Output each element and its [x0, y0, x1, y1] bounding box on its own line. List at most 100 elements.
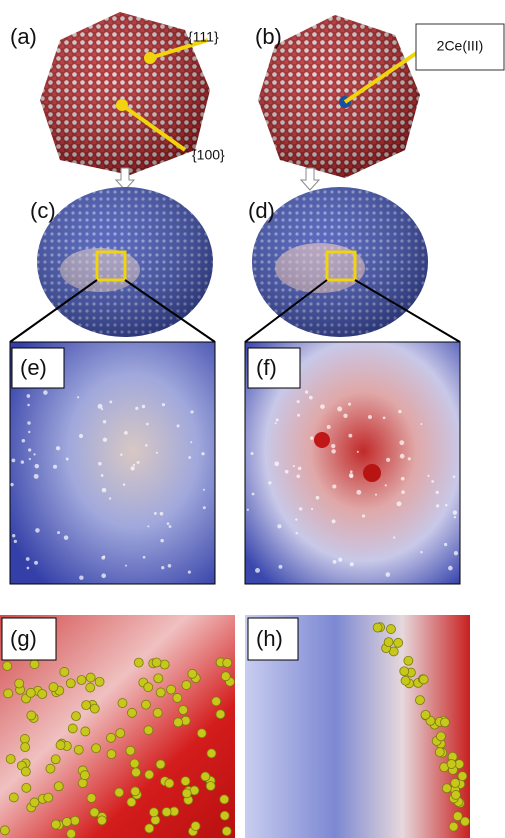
- texture-dot: [56, 446, 60, 450]
- texture-dot: [201, 772, 210, 781]
- texture-dot: [206, 782, 215, 791]
- texture-dot: [10, 483, 13, 486]
- texture-dot: [21, 460, 24, 463]
- texture-dot: [251, 452, 254, 455]
- texture-dot: [77, 676, 86, 685]
- texture-dot: [190, 441, 192, 443]
- texture-dot: [77, 396, 79, 398]
- texture-dot: [160, 660, 169, 669]
- texture-dot: [131, 787, 140, 796]
- texture-dot: [68, 724, 77, 733]
- texture-dot: [27, 711, 36, 720]
- texture-dot: [337, 407, 342, 412]
- panel-label: (d): [248, 198, 275, 223]
- texture-dot: [126, 746, 135, 755]
- texture-dot: [449, 822, 458, 831]
- texture-dot: [400, 454, 405, 459]
- texture-dot: [333, 560, 337, 564]
- texture-dot: [279, 565, 283, 569]
- texture-dot: [223, 658, 232, 667]
- texture-dot: [188, 456, 191, 459]
- texture-dot: [132, 768, 141, 777]
- texture-dot: [182, 681, 191, 690]
- texture-dot: [167, 685, 176, 694]
- texture-dot: [394, 638, 403, 647]
- texture-dot: [436, 504, 439, 507]
- texture-dot: [143, 556, 146, 559]
- texture-dot: [316, 496, 320, 500]
- texture-dot: [165, 779, 174, 788]
- texture-dot: [154, 674, 163, 683]
- texture-dot: [385, 484, 387, 486]
- texture-dot: [26, 688, 35, 697]
- texture-dot: [35, 528, 40, 533]
- texture-dot: [220, 811, 229, 820]
- texture-dot: [348, 434, 352, 438]
- texture-dot: [149, 808, 158, 817]
- texture-dot: [331, 444, 335, 448]
- texture-dot: [436, 491, 439, 494]
- texture-dot: [293, 465, 295, 467]
- texture-dot: [435, 748, 444, 757]
- texture-dot: [147, 525, 149, 527]
- texture-dot: [454, 551, 458, 555]
- texture-dot: [203, 506, 206, 509]
- texture-dot: [401, 490, 405, 494]
- texture-dot: [188, 571, 191, 574]
- texture-dot: [107, 750, 116, 759]
- texture-dot: [62, 818, 71, 827]
- texture-dot: [9, 793, 18, 802]
- texture-dot: [145, 444, 148, 447]
- texture-dot: [299, 507, 302, 510]
- texture-dot: [60, 667, 69, 676]
- texture-dot: [43, 390, 48, 395]
- texture-dot: [49, 683, 58, 692]
- texture-dot: [451, 790, 460, 799]
- texture-dot: [167, 522, 170, 525]
- texture-dot: [386, 572, 391, 577]
- texture-dot: [98, 462, 102, 466]
- texture-dot: [26, 557, 30, 561]
- texture-dot: [156, 760, 165, 769]
- texture-dot: [420, 423, 422, 425]
- texture-dot: [146, 423, 149, 426]
- texture-dot: [102, 488, 107, 493]
- marker: [116, 99, 128, 111]
- panel-label: (b): [255, 24, 282, 49]
- texture-dot: [103, 438, 107, 442]
- texture-dot: [128, 708, 137, 717]
- texture-dot: [98, 404, 103, 409]
- texture-dot: [145, 824, 154, 833]
- texture-dot: [3, 662, 12, 671]
- texture-dot: [314, 432, 330, 448]
- texture-dot: [431, 480, 434, 483]
- texture-dot: [350, 470, 353, 473]
- texture-dot: [373, 623, 382, 632]
- texture-dot: [14, 540, 17, 543]
- texture-dot: [21, 767, 30, 776]
- texture-dot: [453, 510, 457, 514]
- texture-dot: [28, 448, 31, 451]
- texture-dot: [27, 567, 30, 570]
- texture-dot: [66, 458, 69, 461]
- texture-dot: [124, 431, 128, 435]
- texture-dot: [160, 512, 164, 516]
- texture-dot: [130, 759, 139, 768]
- marker: [144, 52, 156, 64]
- texture-dot: [81, 727, 90, 736]
- texture-dot: [436, 732, 445, 741]
- texture-dot: [368, 415, 372, 419]
- texture-dot: [182, 789, 191, 798]
- arrows: [116, 168, 319, 190]
- texture-dot: [95, 677, 104, 686]
- texture-dot: [66, 679, 75, 688]
- texture-dot: [393, 536, 395, 538]
- annotation: {100}: [192, 147, 225, 163]
- texture-dot: [101, 474, 104, 477]
- texture-dot: [142, 405, 145, 408]
- texture-dot: [268, 481, 271, 484]
- texture-dot: [109, 400, 112, 403]
- texture-dot: [141, 700, 150, 709]
- texture-dot: [454, 516, 456, 518]
- texture-dot: [350, 562, 354, 566]
